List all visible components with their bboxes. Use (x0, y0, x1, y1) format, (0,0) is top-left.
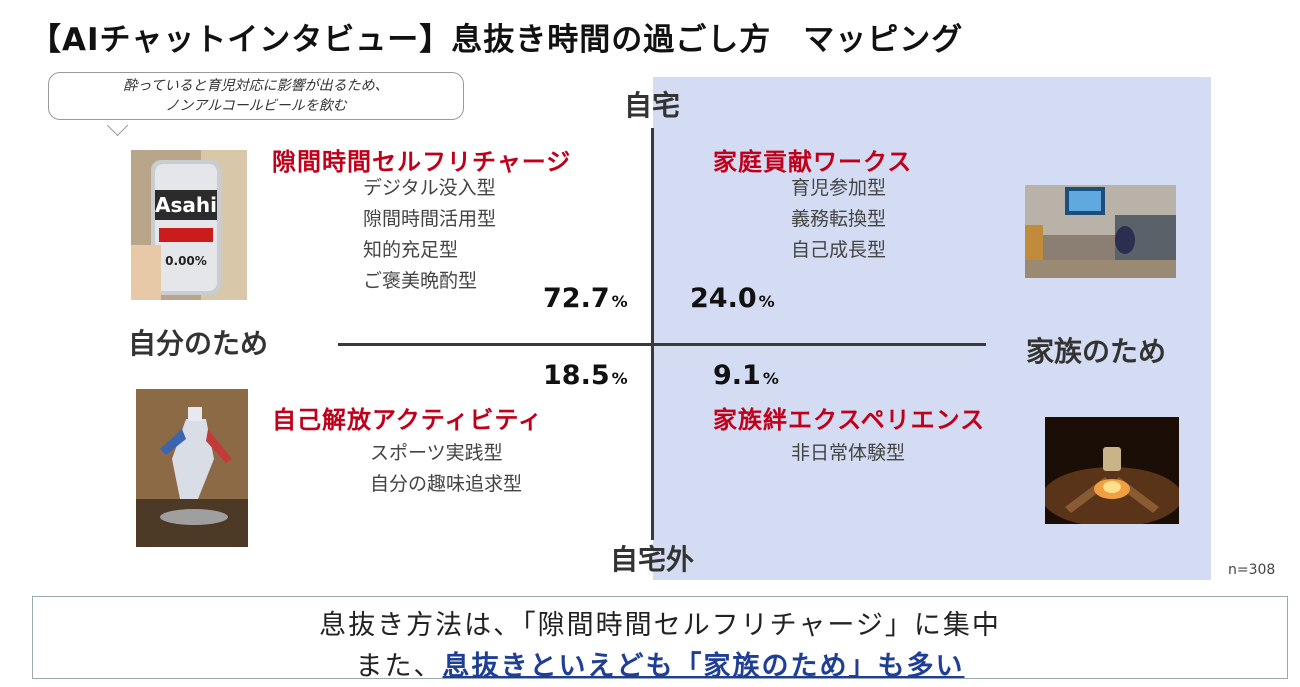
quadrant-name-bottom-right: 家族絆エクスペリエンス (713, 406, 986, 434)
percent-value: 18.5 (543, 360, 610, 391)
robot-figure-photo (136, 389, 248, 547)
horizontal-axis-line (338, 343, 986, 346)
quadrant-types-bottom-left: スポーツ実践型 自分の趣味追求型 (370, 438, 522, 500)
axis-label-top: 自宅 (624, 89, 681, 122)
beer-can-photo: Asahi 0.00% (131, 150, 247, 300)
bubble-line-2: ノンアルコールビールを飲む (165, 98, 347, 114)
type-item: 自分の趣味追求型 (370, 473, 523, 495)
percent-value: 72.7 (543, 283, 610, 314)
bubble-line-1: 酔っていると育児対応に影響が出るため、 (123, 78, 389, 94)
quadrant-name-top-right: 家庭貢献ワークス (713, 148, 913, 176)
living-room-photo (1025, 185, 1176, 278)
axis-label-right: 家族のため (1026, 335, 1167, 368)
type-item: 自己成長型 (791, 239, 887, 261)
summary-line-2: また、息抜きといえども「家族のため」も多い (33, 644, 1287, 683)
percent-value: 9.1 (713, 360, 761, 391)
quadrant-name-top-left: 隙間時間セルフリチャージ (272, 148, 572, 176)
quadrant-types-bottom-right: 非日常体験型 (791, 438, 905, 469)
svg-text:Asahi: Asahi (155, 193, 217, 217)
quadrant-types-top-right: 育児参加型 義務転換型 自己成長型 (791, 173, 886, 266)
percent-bottom-left: 18.5% (543, 360, 628, 391)
type-item: 非日常体験型 (791, 442, 906, 464)
page-title: 【AIチャットインタビュー】息抜き時間の過ごし方 マッピング (30, 22, 964, 58)
percent-unit: % (758, 292, 775, 311)
sample-size: n=308 (1228, 562, 1276, 578)
percent-top-right: 24.0% (690, 283, 775, 314)
quadrant-name-bottom-left: 自己解放アクティビティ (272, 406, 543, 434)
type-item: スポーツ実践型 (370, 442, 503, 464)
type-item: 隙間時間活用型 (363, 208, 497, 230)
percent-top-left: 72.7% (543, 283, 628, 314)
summary-line-1: 息抜き方法は、「隙間時間セルフリチャージ」に集中 (319, 610, 1001, 641)
campfire-photo (1045, 417, 1179, 524)
svg-text:0.00%: 0.00% (165, 254, 207, 268)
type-item: 義務転換型 (791, 208, 887, 230)
percent-unit: % (762, 369, 779, 388)
percent-unit: % (611, 292, 628, 311)
summary-emphasis: 息抜きといえども「家族のため」も多い (442, 651, 965, 682)
vertical-axis-line (651, 128, 654, 540)
axis-label-bottom: 自宅外 (610, 543, 695, 576)
type-item: 育児参加型 (791, 177, 887, 199)
quadrant-types-top-left: デジタル没入型 隙間時間活用型 知的充足型 ご褒美晩酌型 (363, 173, 496, 297)
speech-bubble: 酔っていると育児対応に影響が出るため、 ノンアルコールビールを飲む (48, 72, 464, 120)
type-item: 知的充足型 (363, 239, 459, 261)
summary-box: 息抜き方法は、「隙間時間セルフリチャージ」に集中 また、息抜きといえども「家族の… (32, 596, 1288, 682)
type-item: ご褒美晩酌型 (363, 270, 478, 292)
percent-bottom-right: 9.1% (713, 360, 779, 391)
percent-value: 24.0 (690, 283, 757, 314)
percent-unit: % (611, 369, 628, 388)
summary-line-2-prefix: また、 (355, 651, 443, 682)
axis-label-left: 自分のため (128, 327, 269, 360)
type-item: デジタル没入型 (363, 177, 496, 199)
